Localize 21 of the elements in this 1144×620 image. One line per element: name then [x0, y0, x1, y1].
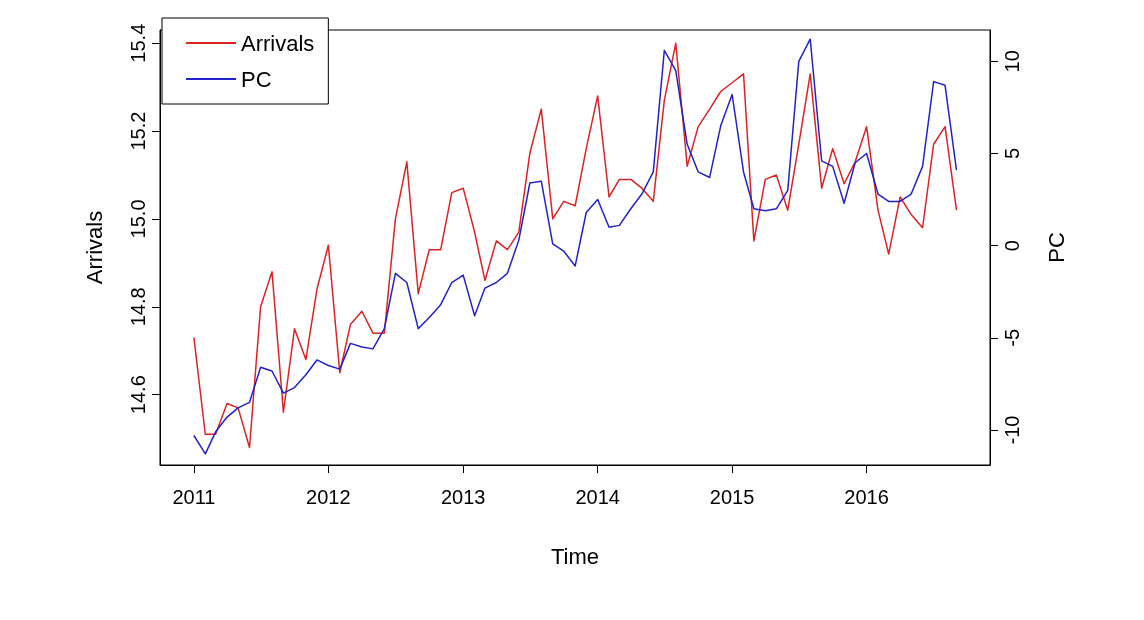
x-tick-label: 2014	[575, 486, 620, 508]
x-tick-label: 2011	[172, 486, 216, 508]
y2-tick-label: -5	[1001, 328, 1023, 347]
x-axis-title: Time	[550, 543, 600, 569]
y2-axis-title: PC	[1043, 232, 1069, 263]
legend-label: PC	[241, 66, 272, 92]
y-tick-label: 15.4	[127, 23, 149, 63]
y-tick-label: 14.6	[127, 375, 149, 415]
y-axis-title: Arrivals	[81, 210, 107, 285]
y2-tick-label: 0	[1001, 240, 1023, 252]
y2-tick-label: -10	[1001, 415, 1023, 445]
y-tick-label: 15.2	[127, 111, 149, 151]
y-tick-label: 14.8	[127, 287, 149, 327]
x-tick-label: 2012	[306, 486, 351, 508]
x-tick-label: 2015	[709, 486, 755, 508]
y2-tick-label: 5	[1001, 147, 1023, 160]
legend-label: Arrivals	[241, 30, 315, 56]
y2-tick-label: 10	[1001, 50, 1023, 73]
y-tick-label: 15.0	[127, 199, 149, 239]
x-tick-label: 2016	[844, 486, 889, 508]
x-tick-label: 2013	[440, 486, 486, 508]
